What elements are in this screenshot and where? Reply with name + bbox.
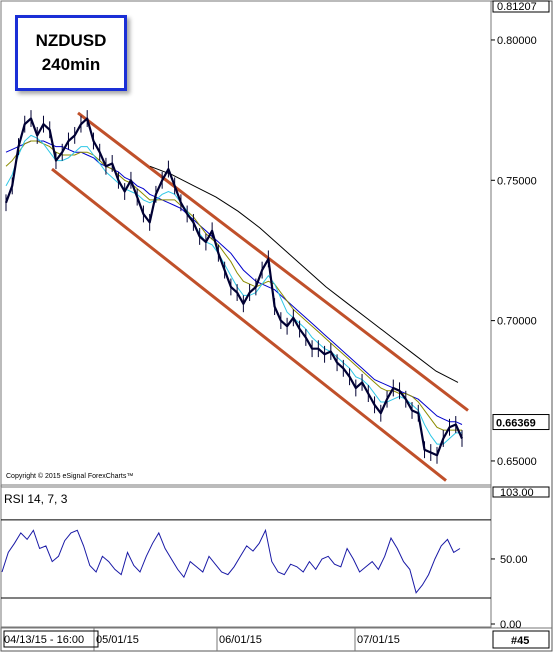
pair-label: NZDUSD <box>35 31 107 50</box>
price-tick-label-2: 0.75000 <box>497 175 537 187</box>
time-label-1: 05/01/15 <box>96 634 139 646</box>
time-label-3: 07/01/15 <box>357 634 400 646</box>
price-tick-label-1: 0.80000 <box>497 35 537 47</box>
current-price-box <box>492 414 550 431</box>
start-time-box <box>3 630 99 648</box>
time-axis: 04/13/15 - 16:00 05/01/15 06/01/15 07/01/15… <box>3 628 550 651</box>
ma-long-line <box>149 165 459 383</box>
badge-box <box>492 630 550 649</box>
rsi-top-box <box>492 486 550 498</box>
ma-mid-line <box>5 140 462 431</box>
price-series <box>4 110 464 464</box>
channel-upper-line <box>77 111 469 412</box>
copyright-text: Copyright © 2015 eSignal ForexCharts™ <box>6 473 134 480</box>
badge-label: #45 <box>511 635 529 647</box>
rsi-series <box>1 519 491 599</box>
top-price-label: 0.81207 <box>497 1 537 13</box>
price-line <box>4 117 464 457</box>
rsi-tick-label-1: 50.00 <box>500 554 528 566</box>
chart-label-box: NZDUSD 240min <box>15 15 127 91</box>
rsi-line <box>1 528 461 594</box>
time-label-0: 04/13/15 - 16:00 <box>4 634 84 646</box>
rsi-tick-label-top: 103.00 <box>500 487 534 499</box>
rsi-tick-label-2: 0.00 <box>500 619 521 631</box>
price-tick-label-5: 0.65000 <box>497 456 537 468</box>
price-tick-label-3: 0.70000 <box>497 316 537 328</box>
time-label-2: 06/01/15 <box>219 634 262 646</box>
timeframe-label: 240min <box>41 55 101 74</box>
price-channel <box>51 111 469 482</box>
price-axis: 0.81207 0.80000 0.75000 0.70000 0.66369 0.650… <box>491 0 550 468</box>
rsi-axis: 103.00 50.00 0.00 <box>491 486 550 631</box>
rsi-title: RSI 14, 7, 3 <box>4 492 68 506</box>
channel-lower-line <box>51 167 447 482</box>
top-price-box <box>492 0 550 13</box>
current-price-label: 0.66369 <box>496 418 536 430</box>
